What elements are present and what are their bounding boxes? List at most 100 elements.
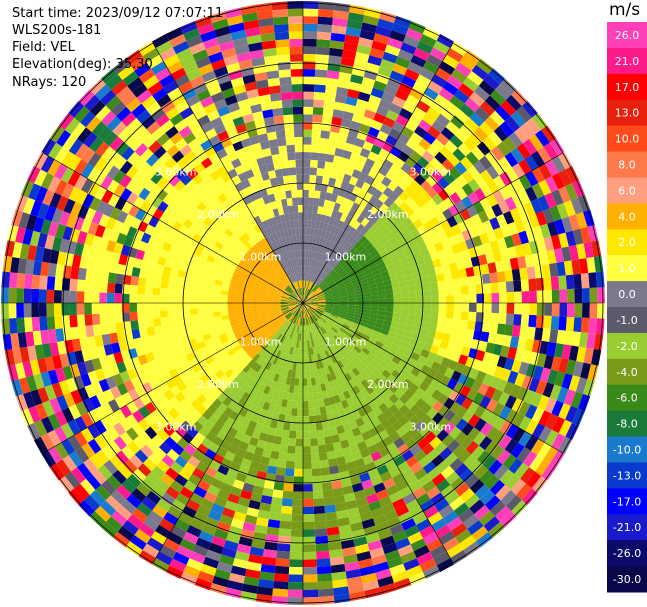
ppi-gate xyxy=(252,343,261,352)
ppi-gate xyxy=(296,317,300,325)
ppi-gate xyxy=(408,297,417,303)
ppi-gate xyxy=(106,412,120,427)
ppi-gate xyxy=(303,61,316,70)
ppi-gate xyxy=(244,568,261,579)
ppi-gate xyxy=(100,416,114,431)
ppi-gate xyxy=(303,514,315,522)
ppi-gate xyxy=(339,213,348,223)
ppi-gate xyxy=(299,265,302,273)
ppi-gate xyxy=(281,253,287,262)
ppi-gate xyxy=(257,300,266,303)
ppi-gate xyxy=(414,314,424,322)
ppi-gate xyxy=(224,228,234,238)
ppi-gate xyxy=(249,370,258,379)
ppi-gate xyxy=(438,288,447,296)
ppi-gate xyxy=(312,346,317,355)
ppi-gate xyxy=(337,133,348,143)
ppi-gate xyxy=(235,292,244,297)
ppi-gate xyxy=(214,568,231,581)
ppi-gate xyxy=(220,310,229,316)
ppi-gate xyxy=(404,473,419,487)
ppi-gate xyxy=(152,386,164,398)
ppi-gate xyxy=(84,384,97,399)
ppi-gate xyxy=(319,318,326,325)
ppi-gate xyxy=(303,257,306,266)
ppi-gate xyxy=(351,529,366,540)
ppi-gate xyxy=(126,226,138,239)
ppi-gate xyxy=(370,450,382,462)
ppi-gate xyxy=(198,426,210,438)
ppi-gate xyxy=(353,345,362,354)
ppi-gate xyxy=(282,360,288,369)
ppi-gate xyxy=(313,91,326,101)
ppi-gate xyxy=(385,307,394,313)
ppi-gate xyxy=(359,565,376,577)
ppi-gate xyxy=(162,354,172,365)
ppi-gate xyxy=(308,182,316,191)
ppi-gate xyxy=(355,98,369,110)
ppi-gate xyxy=(471,146,485,161)
ppi-gate xyxy=(290,415,298,424)
ppi-gate xyxy=(514,372,526,387)
ppi-gate xyxy=(278,69,292,78)
ppi-gate xyxy=(342,110,354,121)
ppi-gate xyxy=(322,325,329,333)
ppi-gate xyxy=(272,299,281,302)
ppi-gate xyxy=(489,376,501,389)
ppi-gate xyxy=(378,446,390,458)
ppi-gate xyxy=(162,265,172,275)
ppi-gate xyxy=(471,213,483,227)
ppi-gate xyxy=(233,254,242,262)
ppi-gate xyxy=(382,51,398,64)
ppi-gate xyxy=(16,303,25,319)
ppi-gate xyxy=(504,269,514,282)
ppi-gate xyxy=(332,109,344,119)
ppi-gate xyxy=(159,288,168,296)
ppi-gate xyxy=(344,561,360,572)
ppi-gate xyxy=(295,303,303,305)
ppi-gate xyxy=(290,536,303,545)
ppi-gate xyxy=(116,232,127,245)
ppi-gate xyxy=(446,543,464,559)
ppi-gate xyxy=(271,153,281,163)
ppi-gate xyxy=(291,514,303,522)
ppi-gate xyxy=(208,326,217,334)
ppi-gate xyxy=(312,490,324,500)
ppi-gate xyxy=(189,303,198,309)
colorbar-tick-label: 4.0 xyxy=(618,210,636,223)
ppi-gate xyxy=(180,571,198,585)
ppi-gate xyxy=(253,319,262,325)
ppi-gate xyxy=(131,103,147,118)
ppi-gate xyxy=(255,323,264,330)
ppi-gate xyxy=(429,251,440,262)
ppi-gate xyxy=(176,156,189,169)
ppi-gate xyxy=(376,130,389,142)
ppi-gate xyxy=(245,211,254,221)
ppi-gate xyxy=(275,39,290,48)
ppi-gate xyxy=(246,321,255,328)
ppi-gate xyxy=(281,99,293,108)
ppi-gate xyxy=(250,388,259,398)
ppi-gate xyxy=(257,509,270,520)
ppi-gate xyxy=(263,179,272,189)
ppi-gate xyxy=(445,471,460,485)
ppi-gate xyxy=(484,150,499,166)
ppi-gate xyxy=(561,216,573,233)
ppi-gate xyxy=(317,294,325,299)
ppi-gate xyxy=(77,325,87,339)
ppi-gate xyxy=(507,221,519,236)
ppi-gate xyxy=(242,364,251,374)
ppi-gate xyxy=(308,292,315,299)
ppi-gate xyxy=(417,437,430,450)
colorbar-tick-label: 26.0 xyxy=(615,29,640,42)
ppi-gate xyxy=(180,387,192,399)
ppi-gate xyxy=(240,382,250,392)
ppi-gate xyxy=(286,286,293,293)
ppi-gate xyxy=(355,204,365,215)
ppi-gate xyxy=(267,519,281,529)
ppi-gate xyxy=(240,106,253,117)
ppi-gate xyxy=(538,426,552,443)
ppi-gate xyxy=(376,314,386,321)
ppi-gate xyxy=(132,156,146,170)
ppi-gate xyxy=(286,453,296,462)
